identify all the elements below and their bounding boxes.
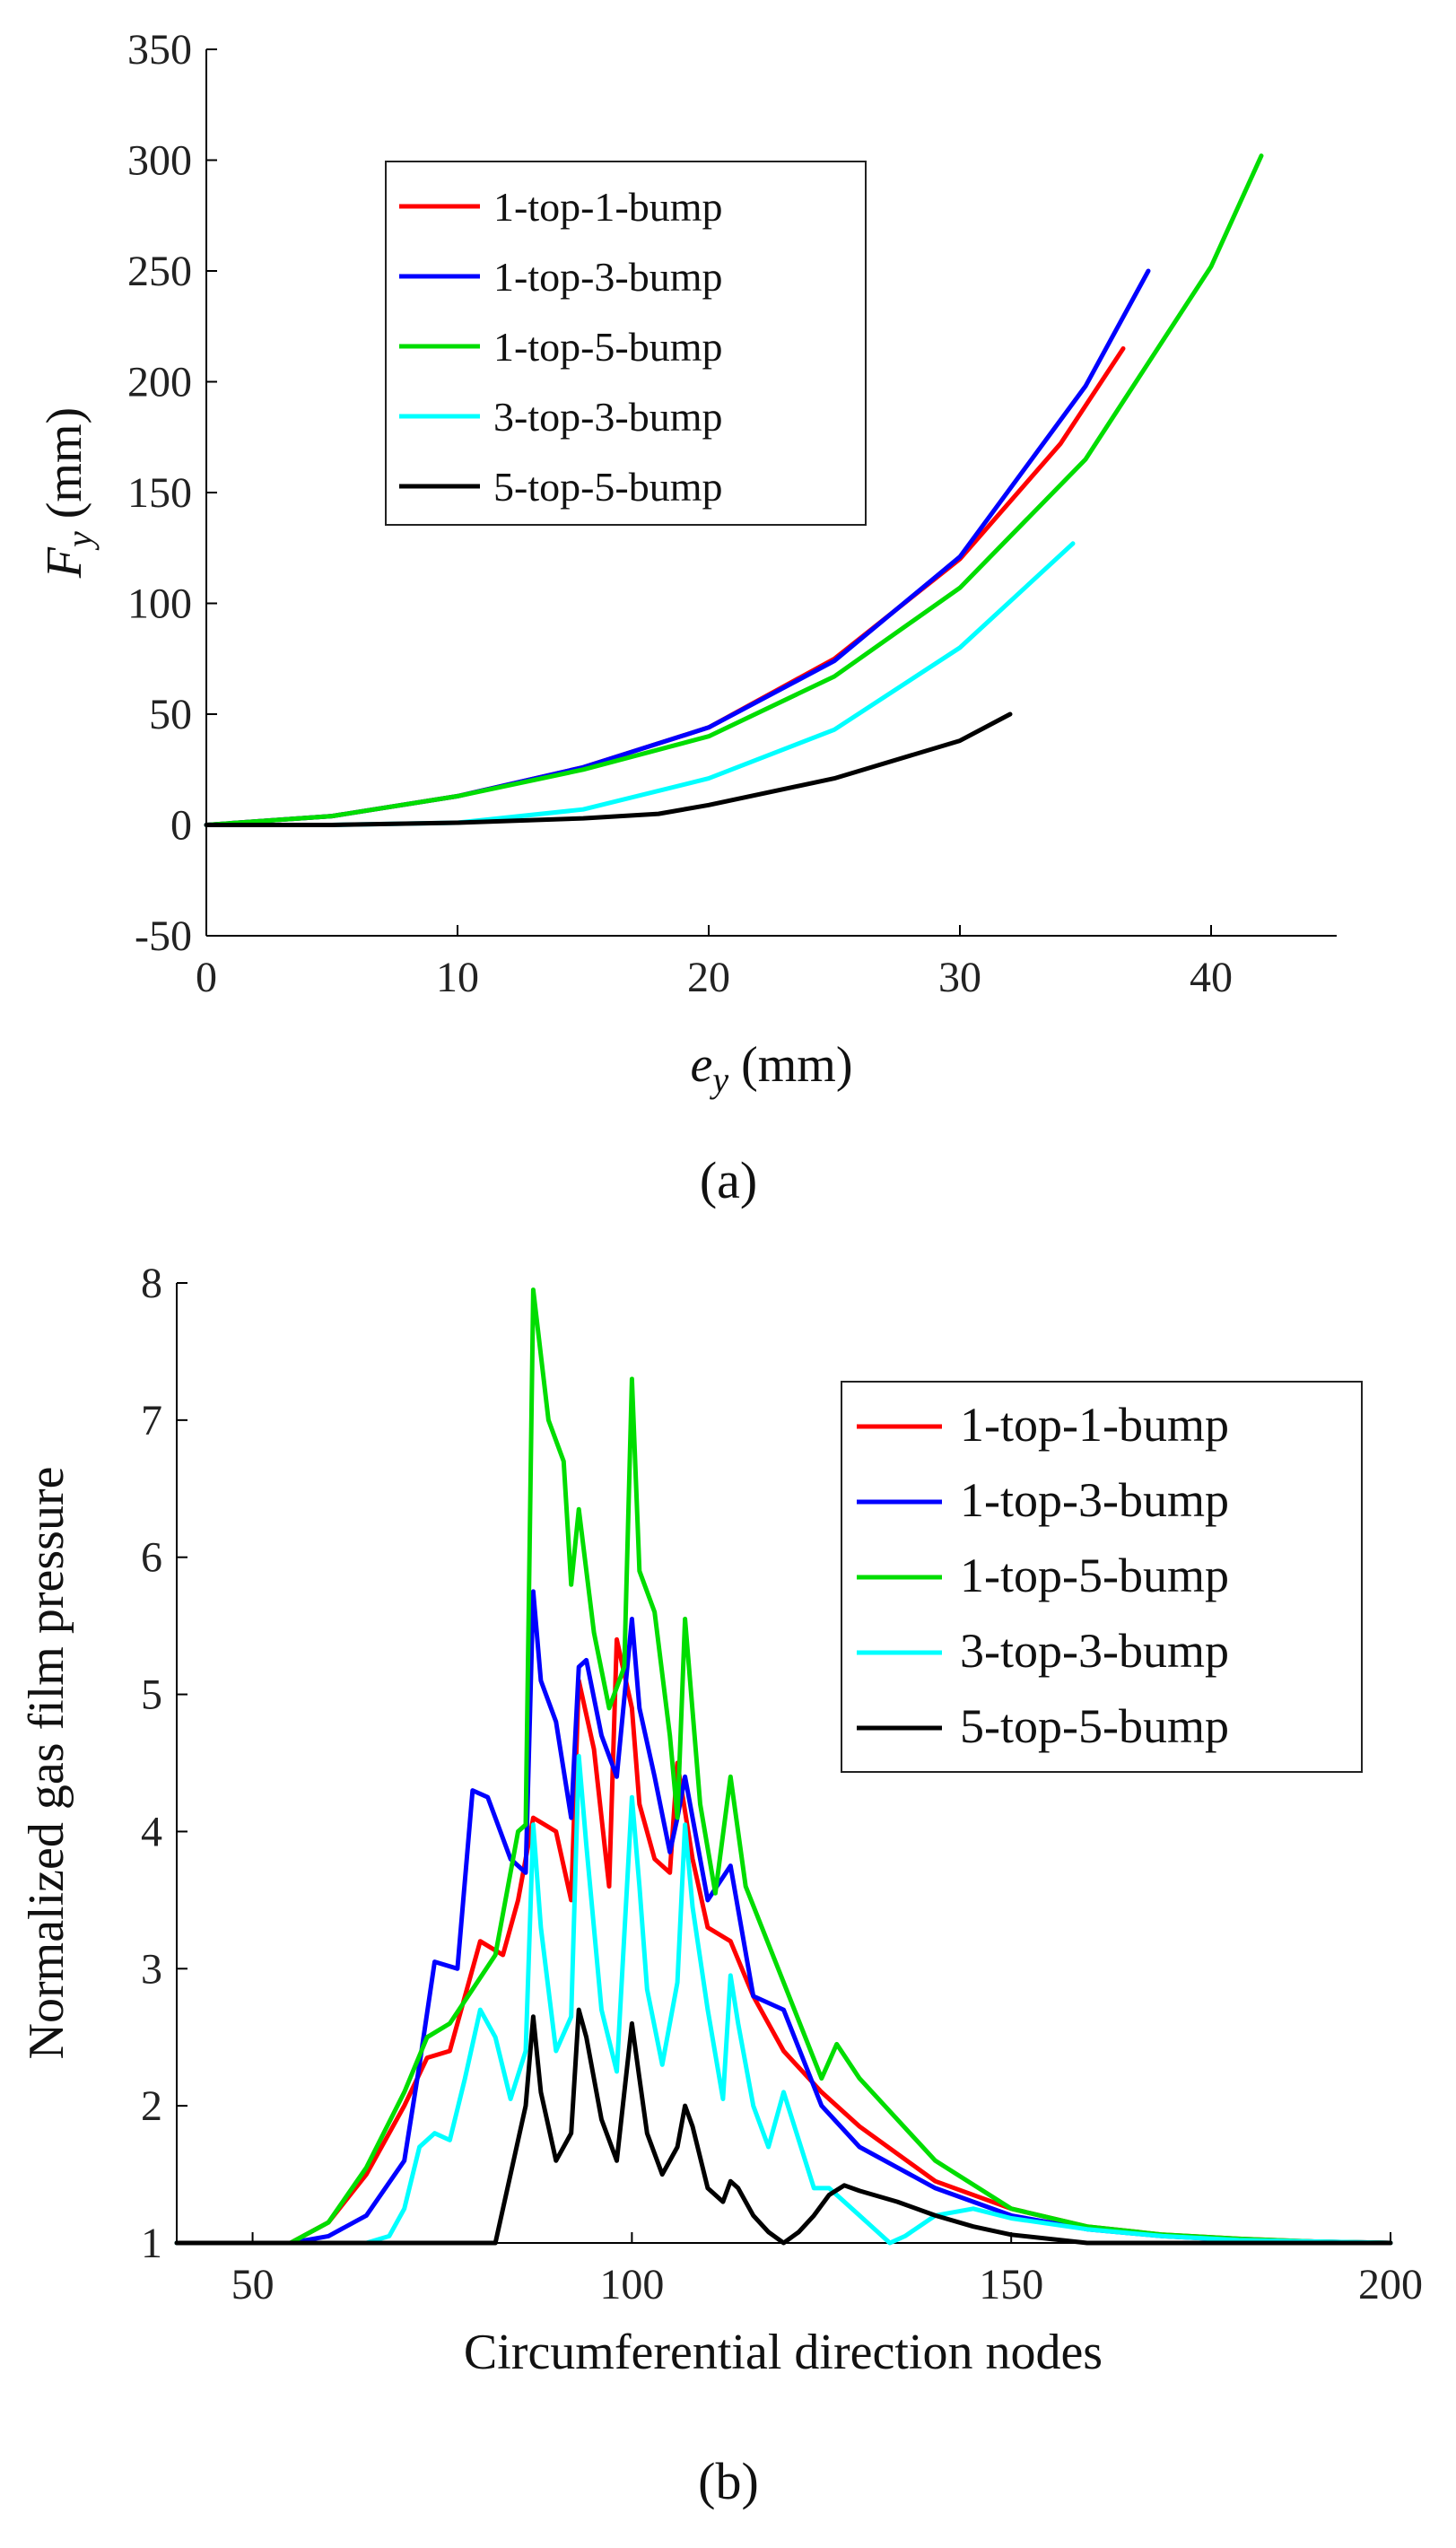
axis-ticks-b: 50 100 150 200 1 2 3 4 5 6 7 8 (141, 1260, 1423, 2308)
series-line-b-4 (174, 1753, 1393, 2246)
y-tick-label: 300 (127, 137, 192, 185)
y-tick-label: 4 (141, 1808, 162, 1855)
legend-entry-label: 5-top-5-bump (960, 1699, 1229, 1753)
legend-entry-label: 1-top-5-bump (960, 1549, 1229, 1602)
series-line-a-3 (204, 153, 1264, 827)
x-tick-label: 20 (687, 954, 730, 1001)
x-tick-label: 10 (436, 954, 479, 1001)
legend-entry-label: 3-top-3-bump (960, 1624, 1229, 1678)
series-line-b-3 (174, 1287, 1393, 2246)
y-tick-label: 1 (141, 2220, 162, 2267)
x-tick-label: 40 (1190, 954, 1233, 1001)
legend-box-a (385, 161, 867, 526)
chart-panel-b: 50 100 150 200 1 2 3 4 5 6 7 8 Normalized gas film … (19, 1260, 1423, 2510)
y-tick-label: 0 (170, 802, 192, 850)
x-tick-label: 50 (231, 2261, 275, 2308)
legend-entry-label: 1-top-5-bump (493, 324, 723, 370)
series-group-a (204, 153, 1264, 827)
x-axis-title-unit-a: (mm) (728, 1037, 852, 1093)
x-tick-label: 200 (1358, 2261, 1423, 2308)
y-axis-title-main-a: F (37, 546, 92, 579)
y-axis-title-b: Normalized gas film pressure (19, 1467, 74, 2060)
panel-label-a: (a) (700, 1151, 757, 1209)
y-tick-label: 250 (127, 248, 192, 295)
y-tick-label: 2 (141, 2082, 162, 2130)
y-tick-label: 100 (127, 580, 192, 628)
x-tick-label: 0 (196, 954, 217, 1001)
y-tick-label: -50 (135, 912, 192, 960)
legend-items-a: 1-top-1-bump 1-top-3-bump 1-top-5-bump 3-to… (399, 184, 723, 510)
series-line-a-5 (204, 711, 1013, 827)
legend-items-b: 1-top-1-bump 1-top-3-bump 1-top-5-bump 3-to… (857, 1398, 1229, 1753)
y-tick-label: 200 (127, 359, 192, 406)
legend-entry-label: 1-top-3-bump (960, 1473, 1229, 1527)
x-axis-title-sub-a: y (709, 1060, 728, 1100)
x-tick-label: 30 (938, 954, 981, 1001)
x-tick-label: 100 (599, 2261, 664, 2308)
legend-entry-label: 1-top-1-bump (960, 1398, 1229, 1452)
series-line-b-1 (174, 1636, 1393, 2246)
y-axis-title-a: Fy (mm) (37, 407, 100, 579)
y-tick-label: 6 (141, 1534, 162, 1582)
y-tick-label: 5 (141, 1671, 162, 1719)
legend-entry-label: 5-top-5-bump (493, 464, 723, 510)
legend-a: 1-top-1-bump 1-top-3-bump 1-top-5-bump 3-to… (385, 161, 867, 526)
legend-b: 1-top-1-bump 1-top-3-bump 1-top-5-bump 3-to… (841, 1381, 1363, 1773)
series-group-b (174, 1287, 1393, 2246)
y-axis-title-unit-a: (mm) (37, 407, 92, 531)
y-tick-label: 150 (127, 469, 192, 517)
legend-entry-label: 3-top-3-bump (493, 394, 723, 440)
x-axis-title-main-a: e (690, 1037, 712, 1093)
y-tick-label: 8 (141, 1260, 162, 1307)
series-line-b-5 (174, 2007, 1393, 2246)
x-axis-title-a: ey (mm) (690, 1037, 852, 1100)
y-tick-label: 3 (141, 1945, 162, 1993)
legend-entry-label: 1-top-3-bump (493, 254, 723, 300)
legend-entry-label: 1-top-1-bump (493, 184, 723, 230)
series-line-b-2 (174, 1589, 1393, 2246)
y-tick-label: 7 (141, 1397, 162, 1444)
x-axis-title-b: Circumferential direction nodes (464, 2325, 1103, 2380)
x-tick-label: 150 (979, 2261, 1043, 2308)
y-axis-title-sub-a: y (59, 531, 100, 551)
panel-label-b: (b) (698, 2452, 759, 2510)
y-tick-label: 50 (149, 691, 192, 738)
y-tick-label: 350 (127, 26, 192, 74)
